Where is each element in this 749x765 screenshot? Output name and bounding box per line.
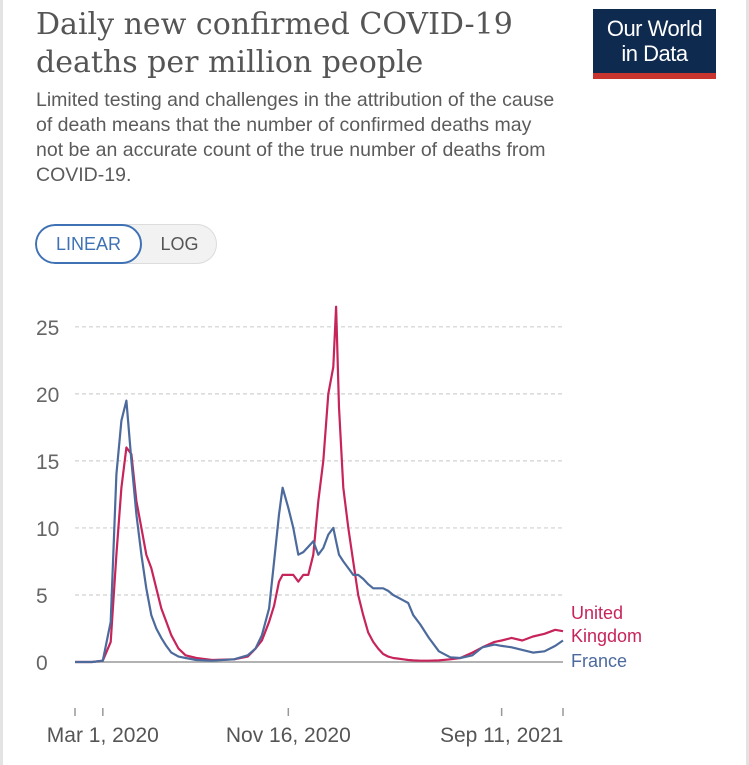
logo-line2: in Data bbox=[621, 41, 688, 66]
logo-line1: Our World bbox=[606, 16, 703, 41]
line-chart: 0 5 10 15 20 25 Mar 1, 2020 Nov 16, 2020 Sep 11… bbox=[36, 305, 642, 747]
series-label-uk-line1: United bbox=[571, 603, 623, 623]
y-tick-label-10: 10 bbox=[36, 518, 59, 541]
series-lines bbox=[75, 305, 564, 664]
series-labels: United Kingdom France bbox=[571, 603, 642, 671]
y-tick-label-25: 25 bbox=[36, 317, 59, 340]
chart-subtitle: Limited testing and challenges in the at… bbox=[36, 89, 555, 186]
frame-right-border bbox=[746, 0, 749, 765]
series-label-france: France bbox=[571, 651, 627, 671]
x-axis: Mar 1, 2020 Nov 16, 2020 Sep 11, 2021 bbox=[47, 708, 564, 747]
chart-title-line1: Daily new confirmed COVID-19 bbox=[36, 7, 513, 42]
x-tick-label-3: Sep 11, 2021 bbox=[440, 724, 563, 747]
y-tick-label-20: 20 bbox=[36, 384, 59, 407]
log-scale-button[interactable]: LOG bbox=[160, 234, 199, 254]
chart-title: Daily new confirmed COVID-19 deaths per … bbox=[36, 6, 576, 82]
series-line-united-kingdom bbox=[75, 305, 564, 664]
y-tick-label-5: 5 bbox=[36, 585, 48, 608]
x-tick-label-1: Mar 1, 2020 bbox=[47, 724, 159, 747]
grid-lines bbox=[75, 326, 563, 663]
frame-left-border bbox=[0, 0, 3, 765]
y-tick-label-15: 15 bbox=[36, 451, 59, 474]
scale-toggle: LINEAR LOG bbox=[35, 224, 217, 264]
y-tick-label-0: 0 bbox=[36, 652, 48, 675]
linear-scale-button[interactable]: LINEAR bbox=[35, 224, 142, 264]
y-axis-ticks: 0 5 10 15 20 25 bbox=[36, 317, 59, 675]
x-tick-label-2: Nov 16, 2020 bbox=[226, 724, 351, 747]
series-line-france bbox=[75, 399, 564, 664]
series-label-uk-line2: Kingdom bbox=[571, 626, 642, 646]
owid-logo[interactable]: Our World in Data bbox=[593, 9, 716, 79]
chart-title-line2: deaths per million people bbox=[36, 45, 424, 80]
